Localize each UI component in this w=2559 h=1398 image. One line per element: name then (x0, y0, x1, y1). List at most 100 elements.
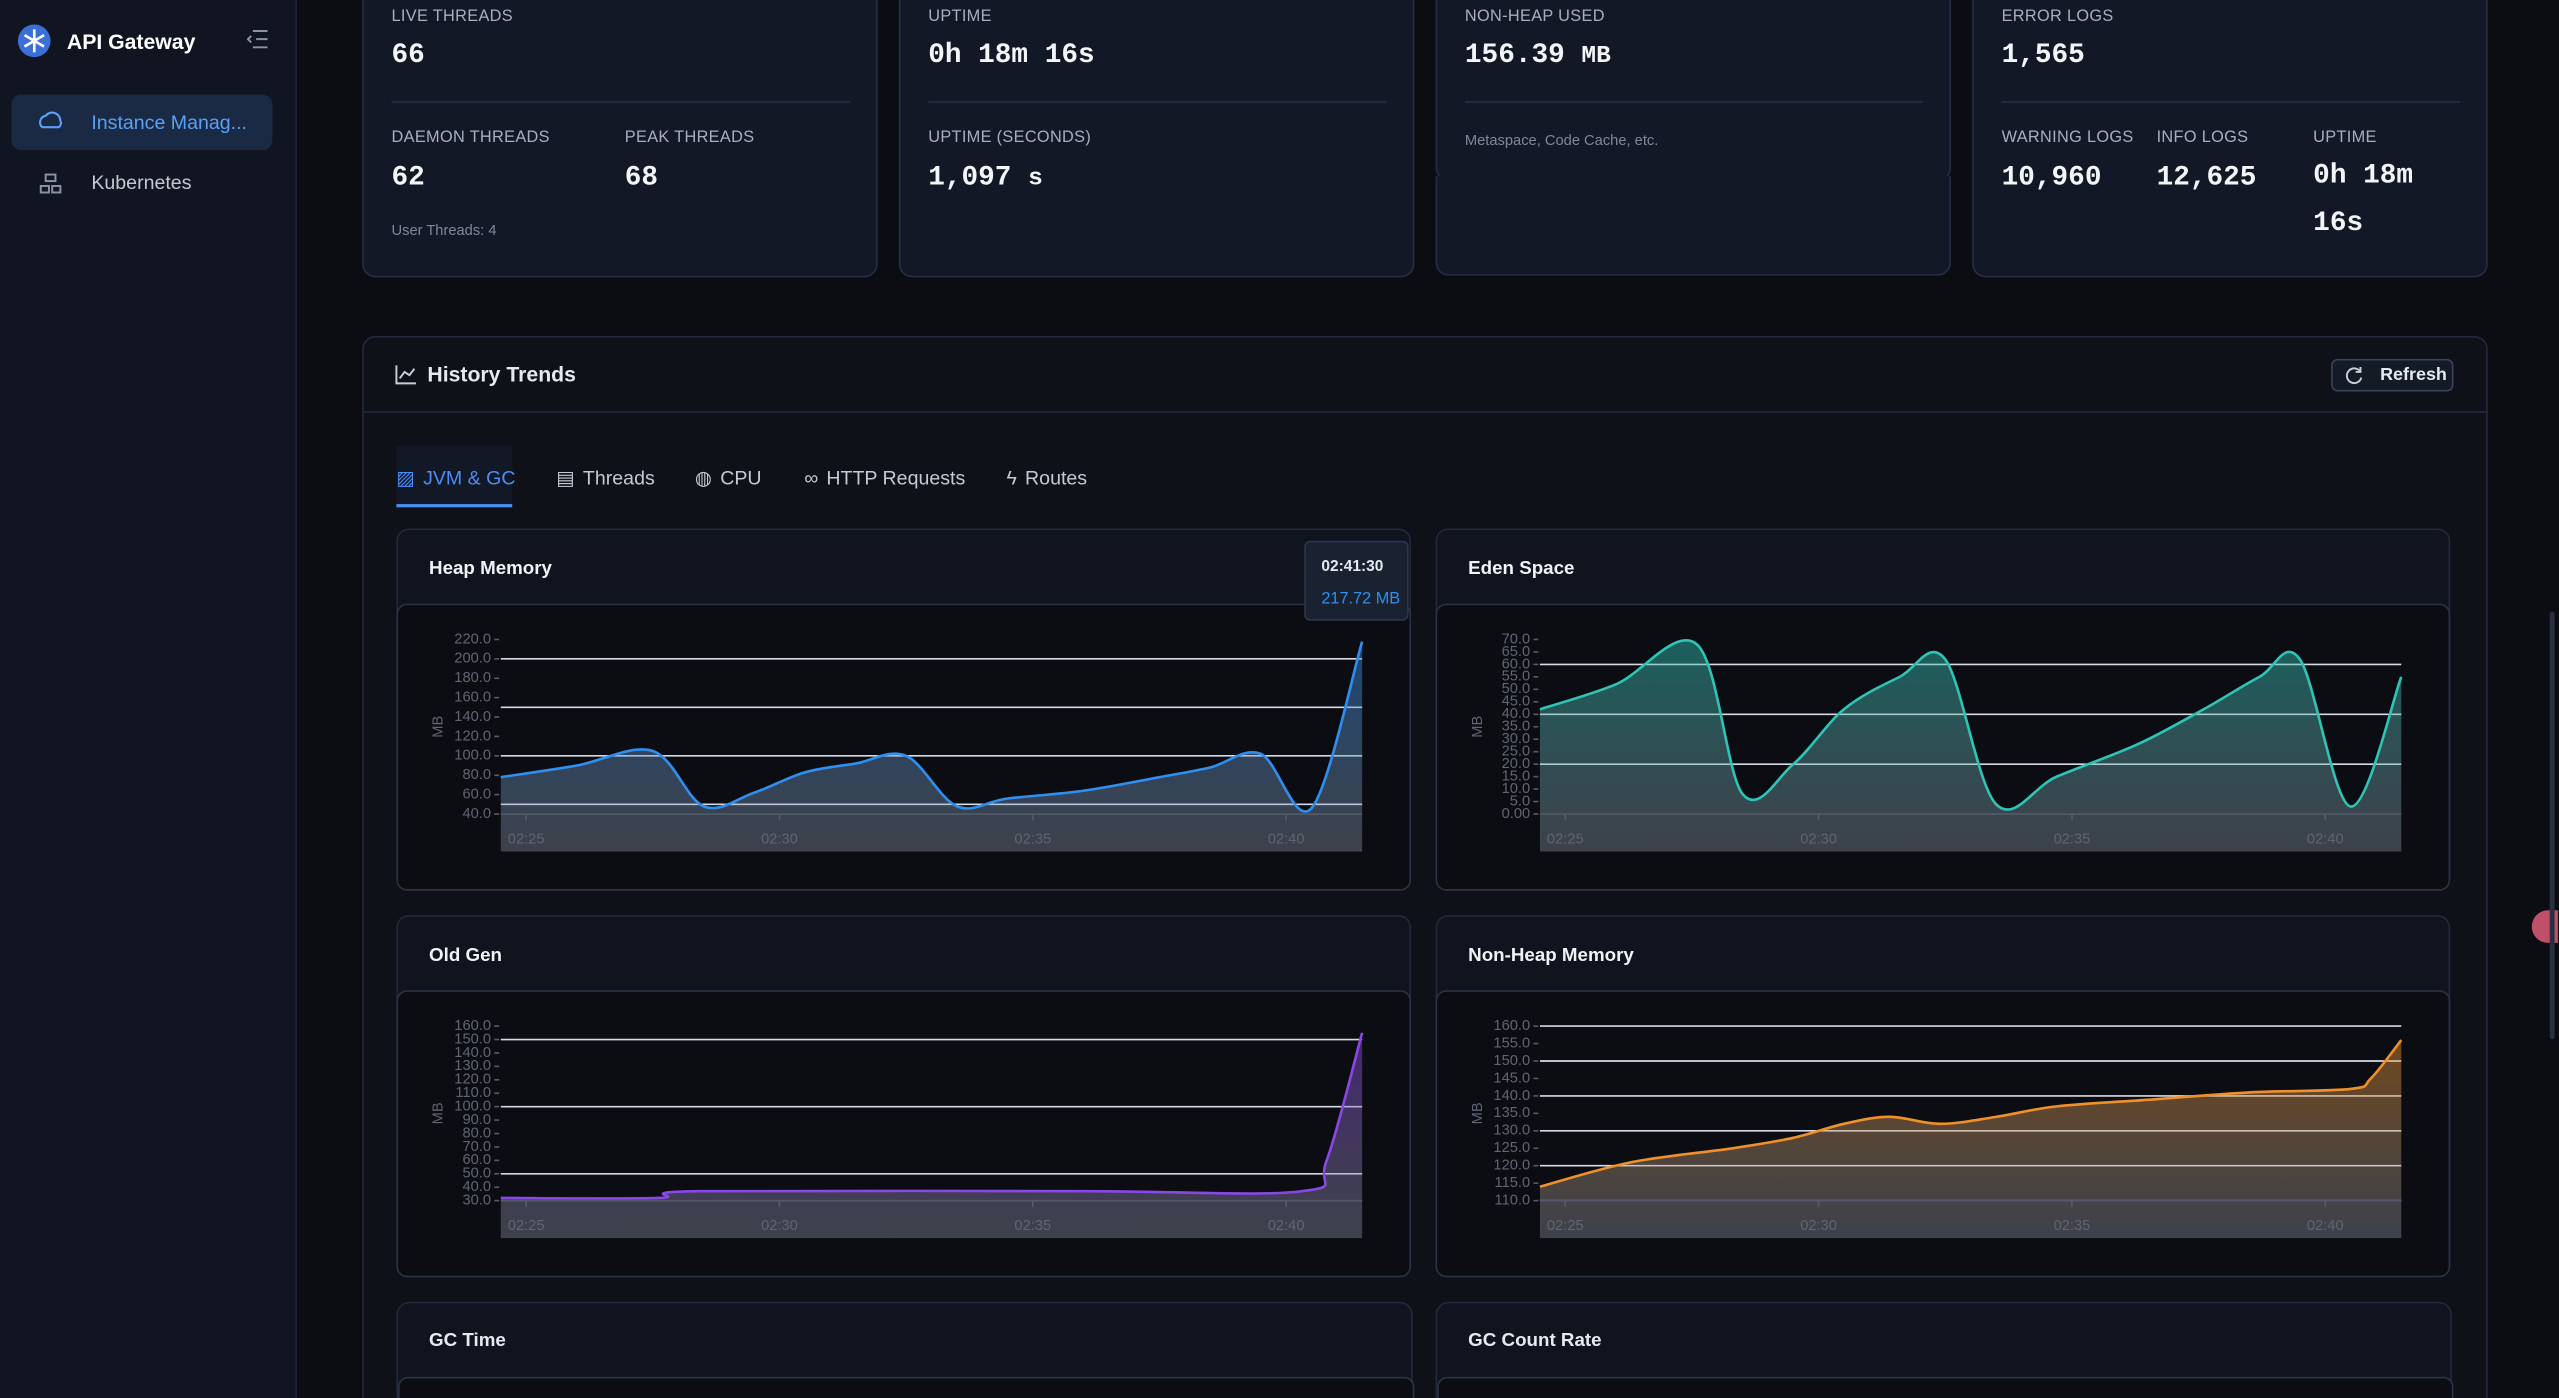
line (1539, 639, 2403, 811)
y-tick-label: 40.0 (1502, 706, 1531, 722)
y-tick-label: 180.0 (454, 670, 491, 686)
y-axis-label: MB (431, 1102, 447, 1124)
y-tick-label: 220.0 (454, 631, 491, 647)
panel-title: GC Count Rate (1468, 1331, 1602, 1351)
tooltip-time: 02:41:30 (1321, 558, 1383, 575)
nav-icon (39, 111, 63, 129)
tab-label: JVM & GC (423, 466, 516, 490)
stat-label: WARNING LOGS (2001, 128, 2134, 147)
y-tick-label: 15.0 (1502, 768, 1531, 784)
y-tick-label: 150.0 (454, 1031, 491, 1047)
y-tick-label: 140.0 (454, 709, 491, 725)
area (1539, 640, 2402, 852)
y-axis-label: MB (1470, 1102, 1486, 1124)
y-tick-label: 120.0 (1493, 1158, 1530, 1174)
y-tick-label: 40.0 (462, 1179, 491, 1195)
panel-title: Heap Memory (429, 557, 553, 578)
stat-value: 10,960 (2001, 163, 2102, 195)
y-tick-label: 160.0 (454, 1018, 491, 1034)
panel-title: GC Time (429, 1331, 506, 1351)
stat-label: ERROR LOGS (2001, 8, 2114, 27)
tab-label: HTTP Requests (826, 466, 966, 490)
stat-unit: s (1028, 164, 1043, 193)
refresh-icon (2345, 367, 2363, 385)
y-tick-label: 0.00 (1502, 806, 1531, 822)
divider (928, 101, 1387, 103)
tab[interactable]: ◍ CPU (694, 466, 762, 490)
y-tick-label: 120.0 (454, 728, 491, 744)
y-tick-label: 160.0 (454, 690, 491, 706)
y-tick-label: 50.0 (462, 1166, 491, 1182)
tab[interactable]: ▨ JVM & GC (396, 466, 516, 490)
logo (17, 24, 51, 58)
y-tick-label: 10.0 (1502, 781, 1531, 797)
x-tick-label: 02:30 (761, 831, 798, 847)
x-tick-label: 02:35 (2054, 831, 2091, 847)
stat-value: 62 (391, 163, 425, 195)
collapse-button[interactable] (246, 29, 269, 49)
y-tick-label: 110.0 (455, 1085, 491, 1101)
y-tick-label: 115.0 (1495, 1175, 1531, 1191)
nav-label: Kubernetes (91, 171, 192, 195)
y-tick-label: 50.0 (1502, 681, 1531, 697)
stat-value: 1,097 s (928, 163, 1043, 194)
y-tick-label: 120.0 (454, 1072, 491, 1088)
y-tick-label: 160.0 (1493, 1018, 1530, 1034)
tab[interactable]: ϟ Routes (1006, 466, 1088, 490)
y-tick-label: 140.0 (454, 1045, 491, 1061)
y-tick-label: 45.0 (1502, 694, 1531, 710)
y-tick-label: 5.0 (1510, 793, 1530, 809)
tooltip (1304, 540, 1409, 621)
panel-title: Eden Space (1468, 557, 1574, 578)
y-tick-label: 150.0 (1493, 1053, 1530, 1069)
y-tick-label: 70.0 (1502, 631, 1531, 647)
chart-panel: Eden Space 70.065.060.055.050.045.040.035… (1435, 528, 2451, 891)
stat-label: NON-HEAP USED (1464, 8, 1605, 27)
y-tick-label: 65.0 (1502, 644, 1531, 660)
card-base (1435, 176, 1952, 276)
nav-item[interactable]: Kubernetes (11, 155, 272, 210)
y-tick-label: 125.0 (1493, 1140, 1530, 1156)
stat-label: LIVE THREADS (391, 8, 513, 27)
y-tick-label: 70.0 (462, 1139, 491, 1155)
y-tick-label: 30.0 (1502, 731, 1531, 747)
sidebar: API Gateway Instance Manag... Kubernetes (0, 0, 297, 1398)
stat-label: UPTIME (SECONDS) (928, 128, 1092, 147)
y-tick-label: 25.0 (1502, 744, 1531, 760)
chart-panel: Old Gen 160.0150.0140.0130.0120.0110.0100… (396, 915, 1412, 1278)
x-tick-label: 02:35 (1014, 1218, 1051, 1234)
stat-note: Metaspace, Code Cache, etc. (1464, 132, 1659, 149)
nav-icon (39, 173, 62, 194)
plot-frame (1437, 1376, 2454, 1398)
y-tick-label: 200.0 (454, 651, 491, 667)
y-tick-label: 80.0 (462, 1125, 491, 1141)
tab-label: Routes (1025, 466, 1088, 490)
divider (2001, 101, 2461, 103)
line (500, 1032, 1364, 1200)
tooltip-value: 217.72 MB (1321, 590, 1400, 608)
tab[interactable]: ▤ Threads (556, 466, 655, 490)
divider (1464, 101, 1924, 103)
x-tick-label: 02:30 (1800, 1218, 1837, 1234)
area (500, 1032, 1363, 1239)
x-tick-label: 02:40 (2307, 1218, 2344, 1234)
stat-value: 1,565 (2001, 40, 2085, 72)
tab[interactable]: ∞ HTTP Requests (804, 466, 966, 490)
stat-value: 156.39 MB (1465, 41, 1611, 72)
tab-label: Threads (582, 466, 655, 490)
stat-label: UPTIME (2313, 128, 2377, 147)
x-tick-label: 02:25 (508, 1218, 545, 1234)
nav-label: Instance Manag... (91, 110, 247, 134)
y-tick-label: 90.0 (462, 1112, 491, 1128)
line (500, 641, 1364, 813)
divider (391, 101, 850, 103)
nav-item[interactable]: Instance Manag... (11, 94, 273, 151)
y-tick-label: 100.0 (454, 1099, 491, 1115)
refresh-button[interactable]: Refresh (2331, 358, 2454, 392)
chart-panel: GC Time (396, 1301, 1415, 1398)
y-tick-label: 55.0 (1502, 669, 1531, 685)
tab-active-bg (396, 445, 513, 508)
x-tick-label: 02:25 (508, 831, 545, 847)
scrollbar (2549, 611, 2555, 1040)
y-axis-label: MB (431, 716, 447, 738)
